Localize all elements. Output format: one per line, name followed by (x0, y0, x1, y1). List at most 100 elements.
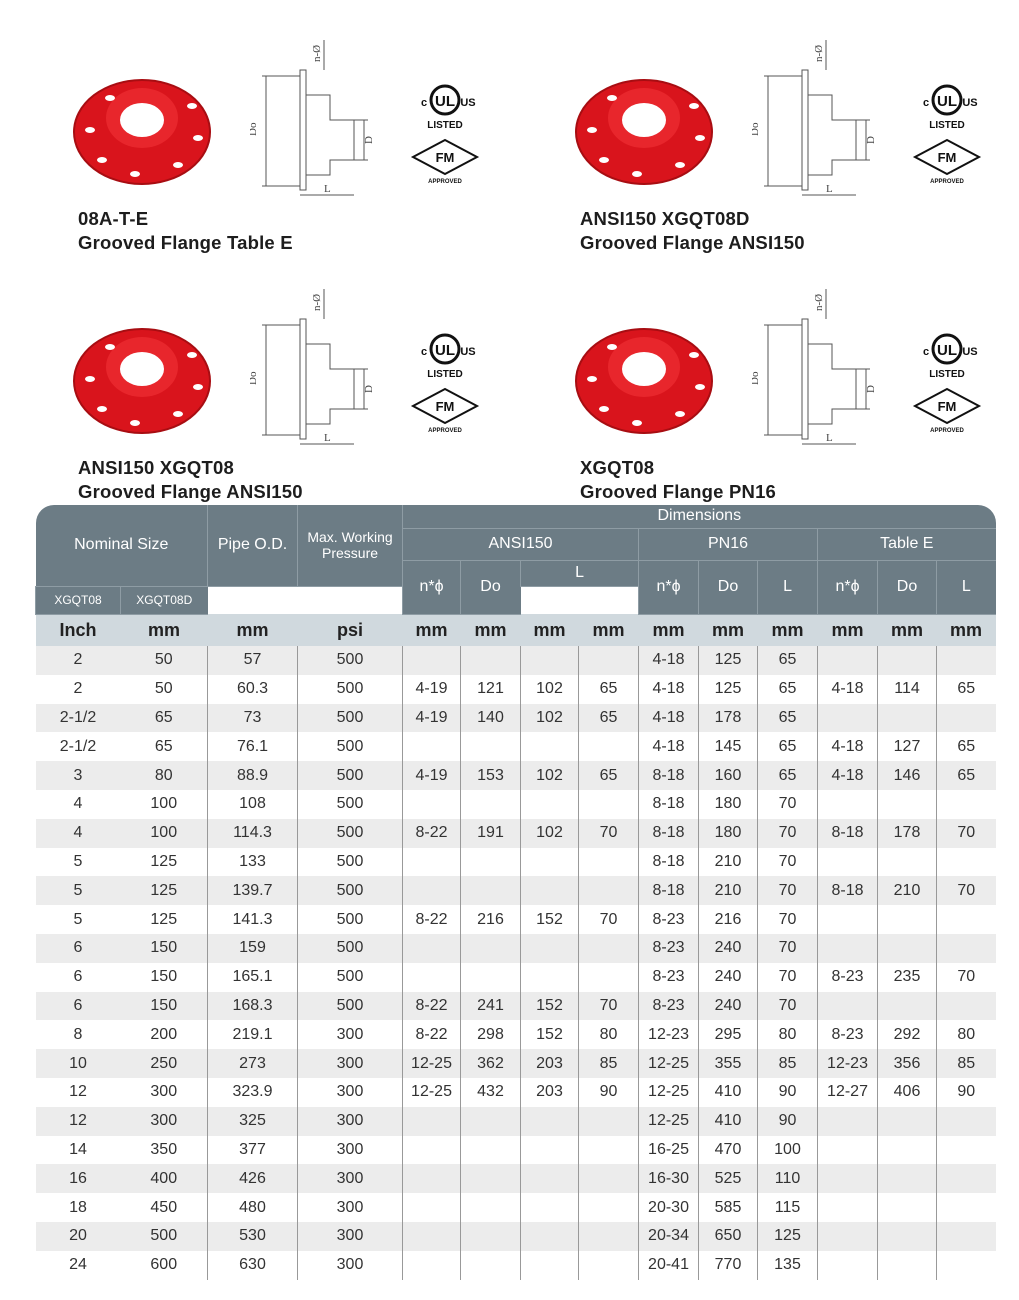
table-cell: 139.7 (207, 876, 298, 906)
table-cell: 525 (698, 1164, 758, 1194)
table-cell: 4-18 (638, 732, 699, 762)
units-row: Inch mm mm psi mm mm mm mm mm mm mm mm mm mm (35, 614, 996, 646)
table-cell: 12-25 (402, 1077, 461, 1107)
table-cell: 90 (757, 1106, 818, 1136)
table-cell: 4-18 (638, 703, 699, 733)
table-cell (877, 1135, 937, 1165)
product-card: Do D L n-Ø UL c US LISTED FM APPROVED XG… (562, 279, 1012, 519)
table-cell (578, 962, 639, 992)
table-cell: 191 (460, 818, 521, 848)
unit-cell: mm (578, 614, 639, 646)
table-cell: 530 (207, 1221, 298, 1251)
table-cell (877, 905, 937, 934)
table-row: 16 400 426 300 16-30 525 110 (35, 1164, 996, 1194)
flange-dimension-diagram: Do D L n-Ø (752, 289, 877, 445)
table-cell: 500 (297, 876, 403, 906)
table-cell: 178 (877, 818, 937, 848)
table-cell: 470 (698, 1135, 758, 1165)
table-cell: 65 (757, 732, 818, 762)
table-cell: 20-41 (638, 1250, 699, 1280)
table-cell (460, 933, 521, 963)
table-cell: 90 (757, 1077, 818, 1107)
product-card: Do D L n-Ø UL c US LISTED FM APPROVED 08… (60, 30, 510, 270)
table-cell: 102 (520, 703, 579, 733)
svg-text:LISTED: LISTED (929, 120, 965, 131)
table-cell (936, 703, 996, 733)
table-cell (817, 905, 878, 934)
table-cell (402, 1193, 461, 1222)
table-cell: 145 (698, 732, 758, 762)
table-cell: 12 (35, 1106, 121, 1136)
table-cell: 100 (120, 818, 208, 848)
table-cell (402, 789, 461, 819)
table-cell: 18 (69, 1198, 87, 1216)
table-cell: 8-18 (638, 876, 699, 906)
table-cell: 8-23 (638, 933, 699, 963)
table-cell: 216 (698, 905, 758, 934)
table-row: 6 150 159 500 8-23 240 70 (35, 933, 996, 963)
table-cell (402, 1164, 461, 1194)
table-cell: 500 (297, 962, 403, 992)
table-cell: 152 (520, 1020, 579, 1050)
table-cell (578, 876, 639, 906)
header-ansi-do: Do (460, 560, 521, 615)
table-cell (877, 1250, 937, 1280)
table-cell (460, 1193, 521, 1222)
table-cell: 153 (460, 761, 521, 790)
table-cell: 2-1/2 (35, 703, 121, 733)
table-cell: 500 (297, 761, 403, 790)
svg-text:FM: FM (938, 399, 957, 414)
table-cell: 4-18 (817, 761, 878, 790)
table-cell: 6 (35, 933, 121, 963)
table-cell: 450 (150, 1198, 178, 1216)
table-cell (578, 1164, 639, 1194)
svg-text:UL: UL (435, 342, 455, 359)
table-cell: 500 (297, 933, 403, 963)
fm-approved-logo: FM APPROVED (912, 138, 982, 185)
table-cell: 70 (757, 962, 818, 992)
table-cell: 70 (757, 991, 818, 1021)
table-cell: 10 (35, 1049, 121, 1078)
table-cell: 500 (297, 905, 403, 934)
table-cell: 410 (698, 1077, 758, 1107)
table-cell: 8-23 (817, 1020, 878, 1050)
table-cell: 70 (757, 789, 818, 819)
table-cell (936, 933, 996, 963)
table-cell: 127 (877, 732, 937, 762)
table-cell: 300 (120, 1106, 208, 1136)
table-cell (520, 732, 579, 762)
product-code: 08A-T-E (78, 208, 149, 229)
unit-cell: Inch (35, 614, 121, 646)
product-card: Do D L n-Ø UL c US LISTED FM APPROVED AN… (562, 30, 1012, 270)
flange-photo (575, 328, 713, 434)
table-cell: 356 (877, 1049, 937, 1078)
l-label: L (826, 183, 833, 195)
table-cell: 300 (297, 1221, 403, 1251)
table-cell (817, 646, 878, 675)
table-cell: 65 (578, 674, 639, 704)
table-cell: 178 (698, 703, 758, 733)
table-cell: 273 (207, 1049, 298, 1078)
table-cell: 16-30 (638, 1164, 699, 1194)
table-row: 2-1/2 65 76.1 500 4-18 145 65 4-18 127 65 (36, 732, 996, 762)
table-cell: 70 (936, 818, 996, 848)
table-cell (936, 905, 996, 934)
table-cell: 4-18 (817, 674, 878, 704)
table-cell: 210 (698, 876, 758, 906)
header-table-e: Table E (817, 528, 996, 561)
table-cell (817, 1250, 878, 1280)
svg-text:UL: UL (937, 93, 957, 110)
table-cell: 292 (877, 1020, 937, 1050)
table-cell: 500 (297, 646, 403, 675)
table-cell: 4-19 (402, 761, 461, 790)
table-cell: 24 (69, 1256, 87, 1274)
table-cell: 70 (578, 905, 639, 934)
svg-text:APPROVED: APPROVED (930, 179, 964, 185)
unit-cell: mm (757, 614, 818, 646)
ul-listed-logo: UL c US LISTED (923, 333, 978, 380)
table-cell: 50 (120, 646, 208, 675)
table-cell: 80 (578, 1020, 639, 1050)
table-cell: 133 (207, 847, 298, 877)
table-cell: 88.9 (207, 761, 298, 790)
flange-photo (73, 328, 211, 434)
